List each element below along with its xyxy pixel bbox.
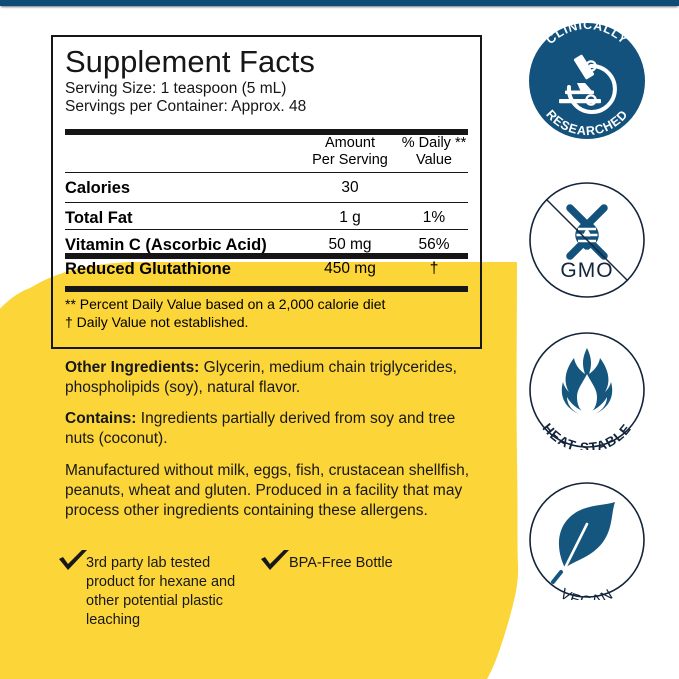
svg-text:GMO: GMO — [560, 259, 613, 282]
